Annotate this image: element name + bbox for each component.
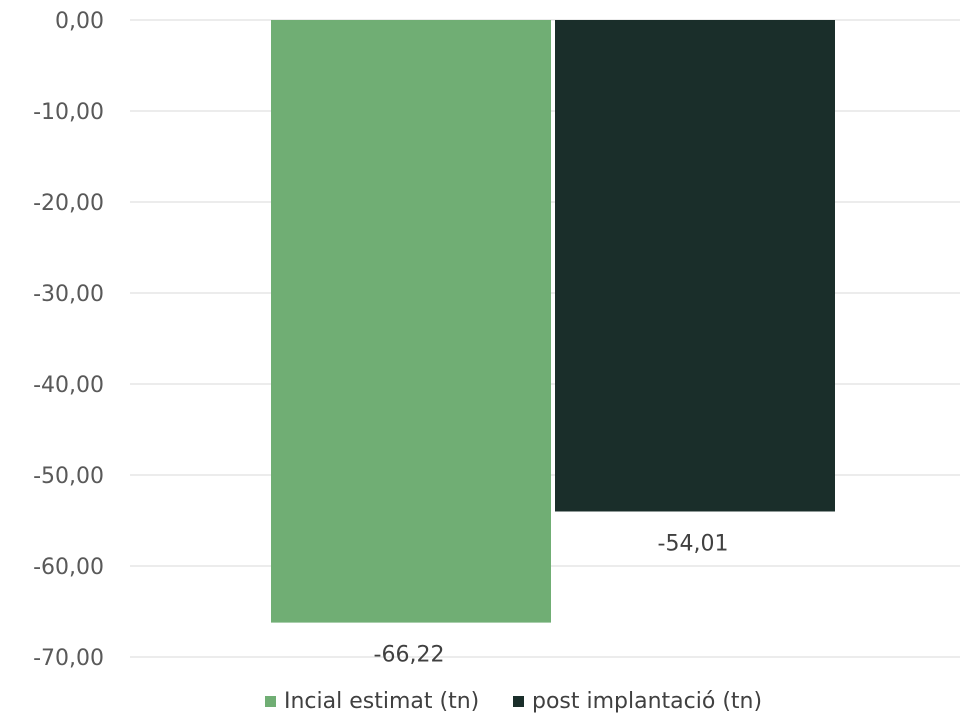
y-tick-label: -60,00 xyxy=(33,555,104,580)
y-axis-tick-labels: 0,00 -10,00 -20,00 -30,00 -40,00 -50,00 -60,00… xyxy=(33,9,104,671)
legend: Incial estimat (tn) post implantació (tn) xyxy=(265,689,762,714)
legend-swatch xyxy=(513,696,524,707)
y-tick-label: -30,00 xyxy=(33,282,104,307)
bar xyxy=(271,20,551,623)
y-tick-label: -40,00 xyxy=(33,373,104,398)
y-tick-label: -50,00 xyxy=(33,464,104,489)
data-labels: -66,22 -54,01 xyxy=(374,531,729,667)
bars xyxy=(271,20,835,623)
y-tick-label: -70,00 xyxy=(33,646,104,671)
legend-label: Incial estimat (tn) xyxy=(284,689,479,714)
bar xyxy=(555,20,835,512)
data-label: -54,01 xyxy=(658,531,729,556)
y-tick-label: -10,00 xyxy=(33,100,104,125)
legend-swatch xyxy=(265,696,276,707)
y-tick-label: -20,00 xyxy=(33,191,104,216)
y-tick-label: 0,00 xyxy=(55,9,104,34)
data-label: -66,22 xyxy=(374,643,445,668)
legend-label: post implantació (tn) xyxy=(532,689,762,714)
